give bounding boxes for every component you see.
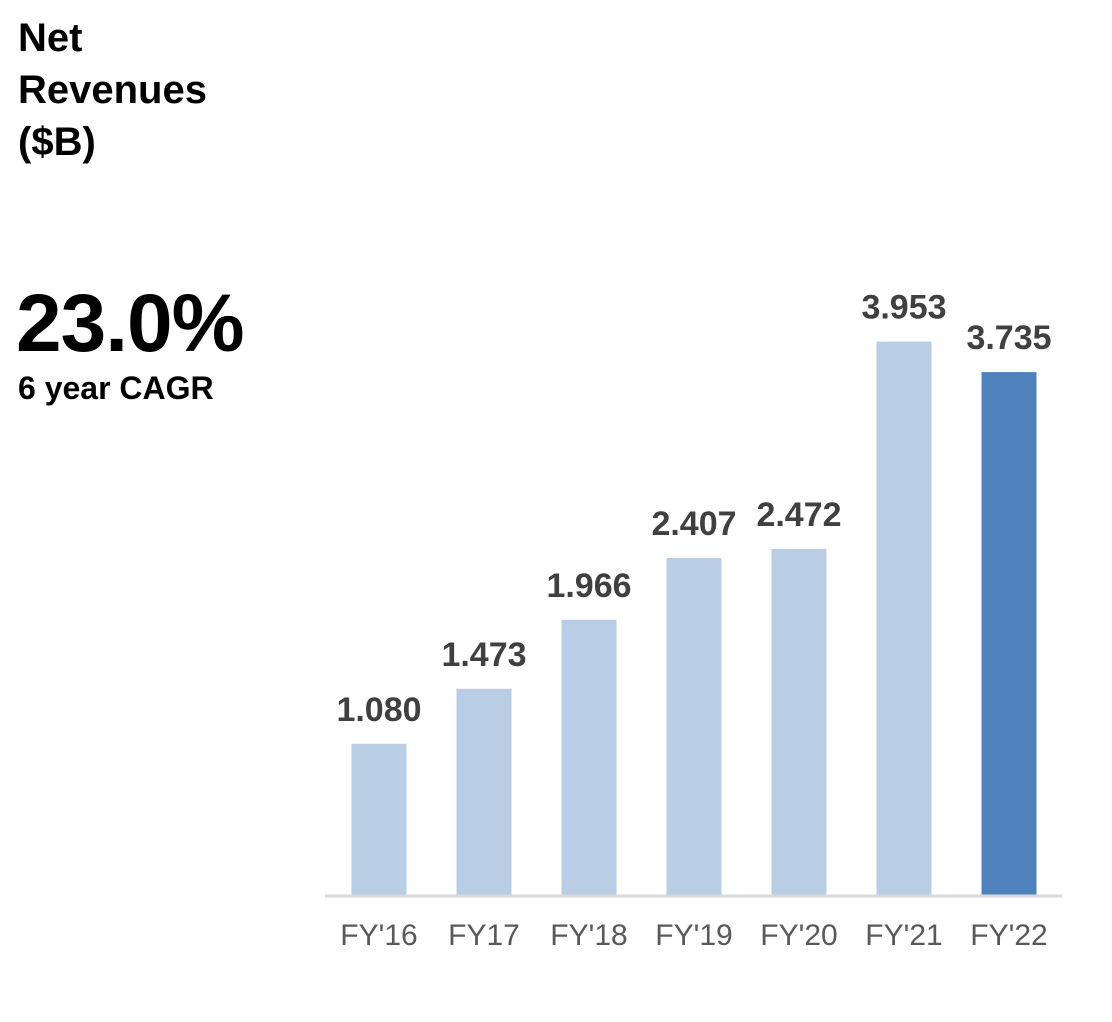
x-tick-label: FY'21 xyxy=(865,919,942,952)
x-tick-label: FY17 xyxy=(448,919,520,952)
bar-FY17 xyxy=(456,688,512,895)
value-label: 1.473 xyxy=(441,636,526,674)
value-label: 3.735 xyxy=(966,319,1051,357)
x-tick-label: FY'20 xyxy=(760,919,837,952)
chart-title: Net Revenues ($B) xyxy=(18,12,207,168)
chart-title-line-3: ($B) xyxy=(18,120,96,164)
cagr-label: 6 year CAGR xyxy=(18,370,214,406)
x-tick-label: FY'18 xyxy=(550,919,627,952)
bar-FY'22 xyxy=(981,372,1037,896)
value-label: 2.407 xyxy=(651,505,736,543)
value-label: 3.953 xyxy=(861,289,946,327)
x-tick-label: FY'19 xyxy=(655,919,732,952)
value-label: 1.966 xyxy=(546,567,631,605)
chart-title-line-1: Net xyxy=(18,16,83,60)
value-label: 1.080 xyxy=(336,691,421,729)
bar-FY'16 xyxy=(351,743,407,895)
bar-FY'18 xyxy=(561,619,617,895)
value-label: 2.472 xyxy=(756,496,841,534)
bar-FY'20 xyxy=(771,548,827,895)
bar-FY'19 xyxy=(666,558,722,895)
cagr-value: 23.0% xyxy=(16,278,245,369)
bars-group xyxy=(351,341,1037,896)
x-tick-label: FY'16 xyxy=(340,919,417,952)
bar-FY'21 xyxy=(876,341,932,896)
x-tick-label: FY'22 xyxy=(970,919,1047,952)
chart-title-line-2: Revenues xyxy=(18,68,207,112)
tick-labels-group: FY'16 FY17 FY'18 FY'19 FY'20 FY'21 FY'22 xyxy=(340,919,1047,952)
value-labels-group: 1.080 1.473 1.966 2.407 2.472 3.953 3.735 xyxy=(336,289,1051,729)
